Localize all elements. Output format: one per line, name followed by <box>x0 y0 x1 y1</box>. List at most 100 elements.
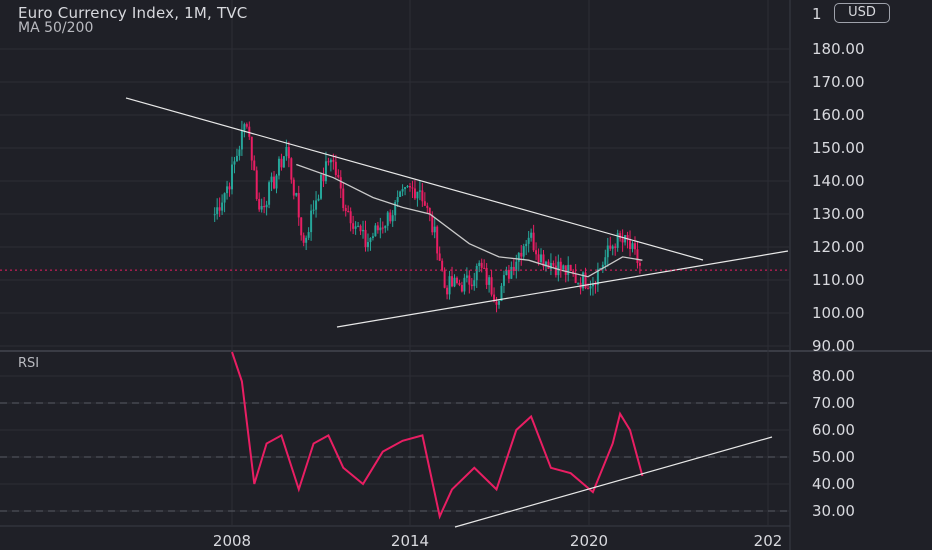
candle-up <box>295 193 298 196</box>
candle-up <box>366 242 369 248</box>
candle-down <box>629 240 632 249</box>
candle-down <box>258 198 261 210</box>
candle-up <box>601 264 604 268</box>
candle-down <box>349 211 352 224</box>
candle-down <box>493 294 496 302</box>
candle-down <box>574 273 577 283</box>
price-tick-label: 1 <box>812 5 822 23</box>
candle-down <box>428 207 431 215</box>
candle-down <box>507 269 510 279</box>
candle-up <box>448 276 451 295</box>
candle-down <box>614 246 617 248</box>
candle-up <box>357 225 360 227</box>
candle-down <box>413 188 416 199</box>
candle-up <box>525 243 528 247</box>
candle-up <box>396 197 399 203</box>
price-tick-label: 100.00 <box>812 304 865 322</box>
candle-down <box>409 186 411 188</box>
candle-down <box>535 250 538 255</box>
candle-down <box>460 285 463 292</box>
currency-button[interactable]: USD <box>834 3 890 23</box>
candle-up <box>606 245 609 258</box>
candle-up <box>268 182 271 205</box>
candle-down <box>300 217 303 236</box>
candle-down <box>485 267 488 285</box>
price-tick-label: 120.00 <box>812 238 865 256</box>
time-tick-label: 2014 <box>391 532 429 550</box>
candle-down <box>483 267 486 269</box>
candle-down <box>609 245 612 249</box>
candle-down <box>292 179 295 196</box>
rsi-tick-label: 40.00 <box>812 475 855 493</box>
rsi-tick-label: 70.00 <box>812 394 855 412</box>
price-tick-label: 170.00 <box>812 73 865 91</box>
candle-up <box>611 246 614 249</box>
candle-down <box>273 176 276 189</box>
candle-up <box>510 266 513 279</box>
candle-up <box>213 214 216 216</box>
candle-up <box>362 229 365 232</box>
candle-down <box>621 238 624 243</box>
candle-up <box>221 202 224 211</box>
candle-up <box>488 277 491 285</box>
candle-down <box>468 275 471 285</box>
candle-down <box>587 288 589 290</box>
candle-down <box>443 270 446 288</box>
candle-down <box>359 225 362 232</box>
candle-down <box>344 208 347 212</box>
candle-up <box>386 212 389 226</box>
candle-up <box>312 209 315 211</box>
candle-up <box>418 190 421 192</box>
moving-average-line <box>296 163 643 278</box>
candle-down <box>297 193 300 218</box>
candle-down <box>438 253 441 261</box>
candle-down <box>619 233 622 239</box>
candle-up <box>498 301 500 305</box>
candle-down <box>263 206 266 208</box>
price-tick-label: 140.00 <box>812 172 865 190</box>
time-tick-label: 2008 <box>213 532 251 550</box>
candle-up <box>315 200 318 210</box>
candle-down <box>327 161 330 163</box>
candle-down <box>322 174 325 182</box>
candle-up <box>329 159 332 163</box>
candle-up <box>243 124 246 131</box>
candle-up <box>371 236 374 239</box>
candle-down <box>332 159 335 162</box>
price-tick-label: 110.00 <box>812 271 865 289</box>
rsi-tick-label: 50.00 <box>812 448 855 466</box>
candle-up <box>310 210 313 233</box>
candle-up <box>235 155 238 162</box>
candle-up <box>379 227 382 231</box>
rsi-tick-label: 80.00 <box>812 367 855 385</box>
candle-up <box>233 161 236 165</box>
candle-up <box>544 261 547 267</box>
candle-down <box>253 160 256 171</box>
candle-down <box>426 205 429 208</box>
candle-up <box>226 186 229 194</box>
candle-down <box>248 126 251 137</box>
candle-up <box>320 174 322 199</box>
candle-down <box>337 175 340 178</box>
price-tick-label: 90.00 <box>812 337 855 355</box>
candle-down <box>594 283 597 285</box>
candle-up <box>589 286 592 289</box>
candle-up <box>478 262 481 266</box>
candle-up <box>463 277 466 292</box>
candle-up <box>631 243 634 249</box>
candle-up <box>285 147 288 157</box>
candle-down <box>572 270 575 274</box>
candle-up <box>223 193 226 203</box>
candle-up <box>567 264 570 275</box>
candle-up <box>277 158 280 176</box>
candle-down <box>455 277 458 284</box>
candle-down <box>352 223 355 229</box>
candle-up <box>577 282 580 284</box>
candle-up <box>231 164 233 190</box>
candle-down <box>411 187 414 189</box>
candle-up <box>522 246 525 257</box>
candle-down <box>542 254 545 267</box>
candle-down <box>228 186 231 190</box>
candle-down <box>552 262 555 266</box>
